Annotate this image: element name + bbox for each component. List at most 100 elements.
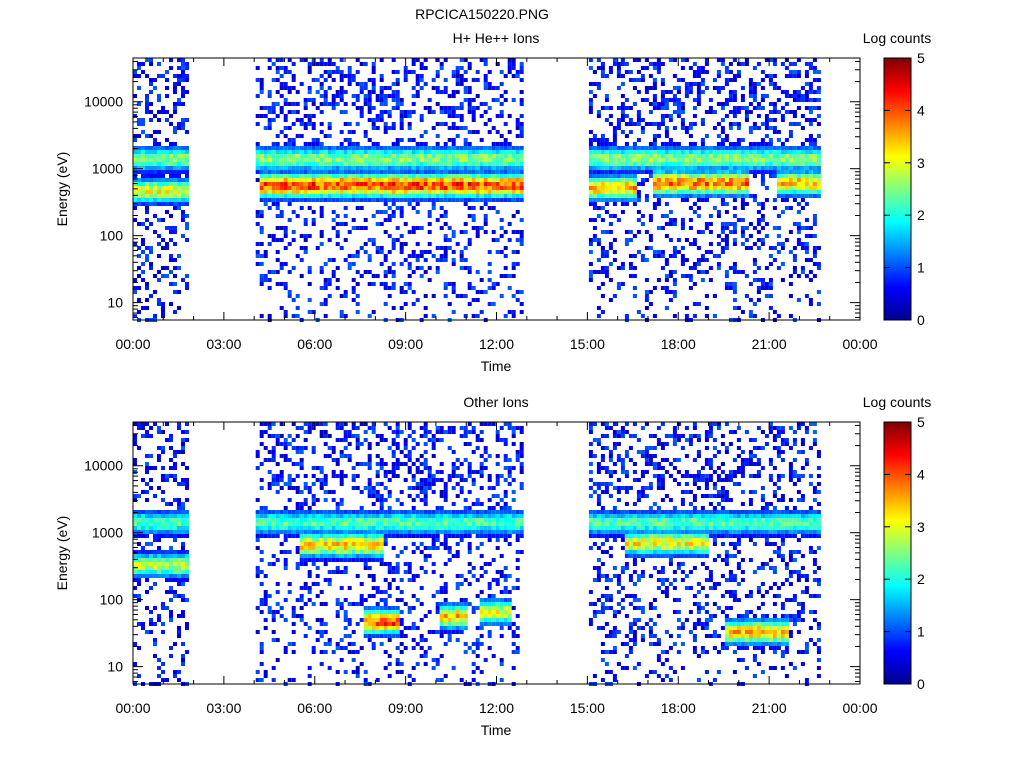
- heatmap-cell: [347, 230, 352, 234]
- heatmap-cell: [696, 246, 701, 250]
- heatmap-cell: [259, 154, 264, 158]
- heatmap-cell: [475, 150, 480, 154]
- heatmap-cell: [165, 246, 169, 250]
- heatmap-cell: [275, 534, 280, 538]
- heatmap-cell: [331, 514, 336, 518]
- heatmap-cell: [776, 110, 781, 114]
- heatmap-cell: [588, 66, 593, 70]
- heatmap-cell: [315, 62, 320, 66]
- heatmap-cell: [327, 182, 332, 186]
- heatmap-cell: [796, 242, 801, 246]
- heatmap-cell: [283, 534, 288, 538]
- heatmap-cell: [519, 126, 524, 130]
- heatmap-cell: [495, 198, 500, 202]
- heatmap-cell: [295, 490, 300, 494]
- heatmap-cell: [169, 270, 173, 274]
- heatmap-cell: [628, 166, 633, 170]
- heatmap-cell: [475, 154, 480, 158]
- heatmap-cell: [768, 254, 773, 258]
- heatmap-cell: [700, 166, 705, 170]
- heatmap-cell: [399, 250, 404, 254]
- heatmap-cell: [133, 278, 137, 282]
- heatmap-cell: [165, 202, 169, 206]
- x-tick-label: 06:00: [297, 336, 332, 352]
- heatmap-cell: [660, 90, 665, 94]
- heatmap-cell: [185, 578, 189, 582]
- heatmap-cell: [395, 70, 400, 74]
- heatmap-cell: [808, 110, 813, 114]
- heatmap-cell: [399, 186, 404, 190]
- heatmap-cell: [395, 178, 400, 182]
- heatmap-cell: [423, 294, 428, 298]
- heatmap-cell: [279, 130, 284, 134]
- heatmap-cell: [145, 466, 149, 470]
- heatmap-cell: [375, 274, 380, 278]
- heatmap-cell: [744, 170, 749, 174]
- heatmap-cell: [307, 234, 312, 238]
- heatmap-cell: [644, 246, 649, 250]
- heatmap-cell: [403, 282, 408, 286]
- heatmap-cell: [439, 66, 444, 70]
- heatmap-cell: [279, 214, 284, 218]
- heatmap-cell: [800, 198, 805, 202]
- heatmap-cell: [323, 158, 328, 162]
- heatmap-cell: [443, 182, 448, 186]
- heatmap-cell: [177, 198, 181, 202]
- heatmap-cell: [600, 310, 605, 314]
- heatmap-cell: [636, 210, 641, 214]
- heatmap-cell: [672, 190, 677, 194]
- heatmap-cell: [708, 174, 713, 178]
- heatmap-cell: [283, 286, 288, 290]
- heatmap-cell: [173, 178, 177, 182]
- heatmap-cell: [728, 150, 733, 154]
- heatmap-cell: [407, 274, 412, 278]
- heatmap-cell: [255, 154, 260, 158]
- heatmap-cell: [423, 82, 428, 86]
- heatmap-cell: [808, 154, 813, 158]
- heatmap-cell: [165, 554, 169, 558]
- heatmap-cell: [592, 270, 597, 274]
- heatmap-cell: [511, 154, 516, 158]
- heatmap-cell: [712, 206, 717, 210]
- heatmap-cell: [479, 162, 484, 166]
- heatmap-cell: [596, 58, 601, 62]
- heatmap-cell: [283, 482, 288, 486]
- heatmap-cell: [688, 186, 693, 190]
- heatmap-cell: [177, 570, 181, 574]
- heatmap-cell: [676, 102, 681, 106]
- heatmap-cell: [291, 606, 296, 610]
- heatmap-cell: [347, 138, 352, 142]
- heatmap-cell: [311, 446, 316, 450]
- heatmap-cell: [608, 230, 613, 234]
- heatmap-cell: [716, 86, 721, 90]
- heatmap-cell: [592, 134, 597, 138]
- heatmap-cell: [608, 114, 613, 118]
- heatmap-cell: [311, 494, 316, 498]
- heatmap-cell: [185, 466, 189, 470]
- heatmap-cell: [287, 510, 292, 514]
- heatmap-cell: [443, 234, 448, 238]
- heatmap-cell: [323, 194, 328, 198]
- heatmap-cell: [764, 114, 769, 118]
- heatmap-cell: [145, 578, 149, 582]
- heatmap-cell: [796, 74, 801, 78]
- heatmap-cell: [141, 118, 145, 122]
- heatmap-cell: [744, 274, 749, 278]
- heatmap-cell: [660, 158, 665, 162]
- heatmap-cell: [141, 566, 145, 570]
- heatmap-cell: [299, 178, 304, 182]
- heatmap-cell: [592, 238, 597, 242]
- heatmap-cell: [788, 134, 793, 138]
- heatmap-cell: [660, 102, 665, 106]
- heatmap-cell: [604, 150, 609, 154]
- heatmap-cell: [177, 162, 181, 166]
- heatmap-cell: [435, 70, 440, 74]
- heatmap-cell: [792, 122, 797, 126]
- heatmap-cell: [600, 150, 605, 154]
- heatmap-cell: [161, 146, 165, 150]
- heatmap-cell: [776, 154, 781, 158]
- heatmap-cell: [511, 162, 516, 166]
- heatmap-cell: [311, 450, 316, 454]
- heatmap-cell: [367, 78, 372, 82]
- heatmap-cell: [137, 166, 141, 170]
